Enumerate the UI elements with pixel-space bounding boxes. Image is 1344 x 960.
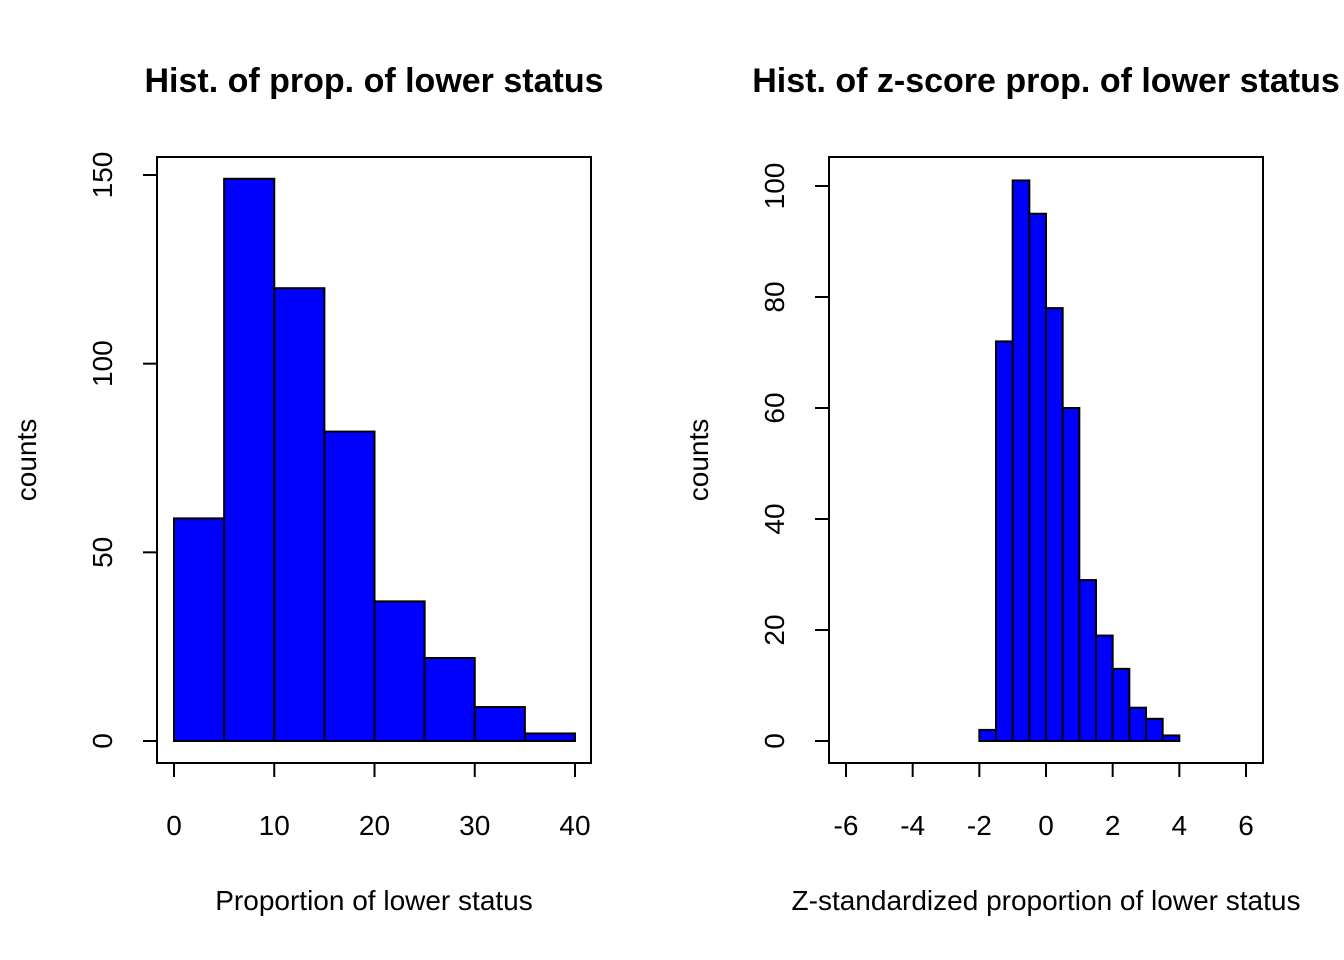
chart-1-bars [173,177,576,743]
y-tick-label: 50 [87,537,118,568]
chart-2-y-axis: 0 20 40 60 80 100 [759,163,830,749]
chart-2-bars [978,179,1181,743]
histogram-bar [1111,667,1131,742]
histogram-bar [223,177,276,743]
x-tick-label: 0 [1038,810,1054,841]
x-tick-label: 0 [166,810,182,841]
histogram-bar [1128,706,1148,743]
chart-1-x-axis: 0 10 20 30 40 [166,762,591,841]
chart-1-x-axis-label: Proportion of lower status [215,885,533,916]
x-tick-label: 4 [1172,810,1188,841]
histogram-bar [373,600,426,742]
y-tick-label: 150 [87,152,118,199]
x-tick-label: 2 [1105,810,1121,841]
histogram-bar [1011,179,1031,742]
y-tick-label: 80 [759,281,790,312]
histogram-bar [473,706,526,742]
chart-2-title: Hist. of z-score prop. of lower status [752,62,1340,100]
x-tick-label: 30 [459,810,490,841]
histogram-bar [1161,734,1181,743]
x-tick-label: 10 [259,810,290,841]
x-tick-label: 20 [359,810,390,841]
x-tick-label: -4 [900,810,925,841]
histogram-panel-2: Hist. of z-score prop. of lower status -… [683,62,1340,916]
chart-2-y-axis-label: counts [683,419,714,502]
histogram-panel-1: Hist. of prop. of lower status 0 10 20 30 40… [11,62,604,916]
histogram-bar [173,517,226,743]
histogram-bar [423,656,476,743]
y-tick-label: 40 [759,503,790,534]
chart-1-y-axis: 0 50 100 150 [87,152,158,749]
y-tick-label: 60 [759,392,790,423]
histogram-bar [1078,579,1098,742]
histogram-bar [1095,634,1114,742]
histogram-bar [523,732,576,742]
chart-1-title: Hist. of prop. of lower status [144,62,603,100]
chart-2-x-axis-label: Z-standardized proportion of lower statu… [792,885,1301,916]
chart-2-x-axis: -6 -4 -2 0 2 4 6 [834,762,1254,841]
y-tick-label: 100 [759,163,790,210]
y-tick-label: 0 [759,733,790,749]
y-tick-label: 0 [87,733,118,749]
histogram-bar [273,287,326,742]
histogram-bar [1045,307,1064,742]
x-tick-label: 6 [1238,810,1254,841]
x-tick-label: -2 [967,810,992,841]
histogram-bar [1028,212,1048,742]
histogram-bar [1061,407,1081,742]
histogram-bar [978,728,997,743]
y-tick-label: 100 [87,340,118,387]
chart-1-y-axis-label: counts [11,419,42,502]
histogram-bar [1145,717,1164,742]
y-tick-label: 20 [759,614,790,645]
x-tick-label: 40 [559,810,590,841]
histogram-bar [995,340,1014,742]
x-tick-label: -6 [834,810,859,841]
histogram-bar [323,430,376,742]
